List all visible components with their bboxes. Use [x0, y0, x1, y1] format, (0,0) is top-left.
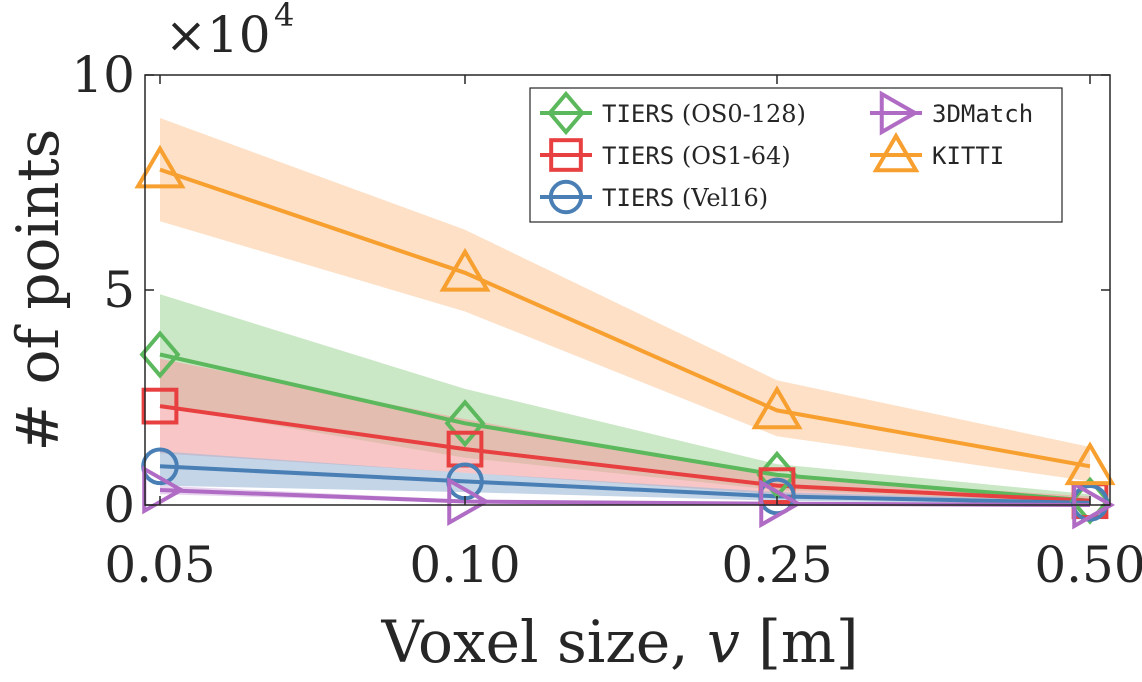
y-multiplier: ×10 4: [165, 0, 294, 64]
series-2-band: [160, 451, 1090, 505]
y-tick-label-0: 0: [103, 476, 135, 534]
legend: TIERS (OS0-128)TIERS (OS1-64)TIERS (Vel1…: [529, 87, 1063, 223]
series-0-point-0: [139, 330, 181, 379]
x-tick-label-3: 0.50: [1034, 536, 1142, 594]
legend-marker-1: [549, 138, 583, 172]
legend-box: [529, 87, 1063, 223]
legend-label-sensor-0: (OS0-128): [674, 100, 806, 128]
x-axis-label-unit: [m]: [740, 608, 859, 676]
legend-marker-2: [548, 179, 584, 215]
series-2-line: [159, 464, 1091, 505]
legend-label-3: 3DMatch: [932, 100, 1033, 128]
x-axis-label: Voxel size, v [m]: [380, 608, 858, 676]
series-4-point-0: [134, 144, 186, 189]
legend-marker-4: [872, 132, 920, 173]
y-tick-label-2: 10: [71, 46, 135, 104]
series-0-line: [159, 352, 1091, 503]
legend-marker-3: [879, 90, 920, 136]
x-axis-label-variable: v: [707, 608, 740, 676]
legend-label-name-2: TIERS: [602, 184, 674, 212]
series-1-band: [160, 358, 1090, 503]
series-markers: [134, 144, 1116, 530]
series-4-point-2: [751, 385, 803, 430]
series-0-point-1: [444, 399, 486, 448]
y-multiplier-base: ×10: [165, 6, 271, 64]
series-4-point-3: [1064, 441, 1116, 486]
legend-label-name-3: 3DMatch: [932, 100, 1033, 128]
legend-label-name-4: KITTI: [932, 142, 1004, 170]
legend-label-4: KITTI: [932, 142, 1004, 170]
x-tick-label-0: 0.05: [104, 536, 215, 594]
axis-ticks: 0.05 0.10 0.25 0.50 0 5 10: [71, 46, 1142, 594]
series-3-point-2: [759, 479, 803, 529]
y-axis-label: # of points: [4, 129, 72, 452]
x-tick-label-1: 0.10: [409, 536, 520, 594]
legend-label-sensor-2: (Vel16): [674, 184, 768, 212]
series-1-line: [159, 404, 1091, 503]
series-4-point-1: [439, 247, 491, 292]
series-4-band: [160, 118, 1090, 482]
legend-label-0: TIERS (OS0-128): [602, 100, 806, 128]
legend-label-2: TIERS (Vel16): [602, 184, 768, 212]
series-1-point-0: [141, 387, 179, 425]
x-tick-label-2: 0.25: [721, 536, 832, 594]
x-axis-label-prefix: Voxel size,: [380, 608, 707, 676]
legend-label-1: TIERS (OS1-64): [602, 142, 791, 170]
legend-marker-0: [547, 90, 585, 136]
y-multiplier-exponent: 4: [274, 0, 294, 34]
legend-label-sensor-1: (OS1-64): [674, 142, 790, 170]
legend-label-name-0: TIERS: [602, 100, 674, 128]
series-4-line: [159, 167, 1091, 469]
legend-label-name-1: TIERS: [602, 142, 674, 170]
series-3-point-1: [447, 477, 491, 527]
y-tick-label-1: 5: [103, 261, 135, 319]
